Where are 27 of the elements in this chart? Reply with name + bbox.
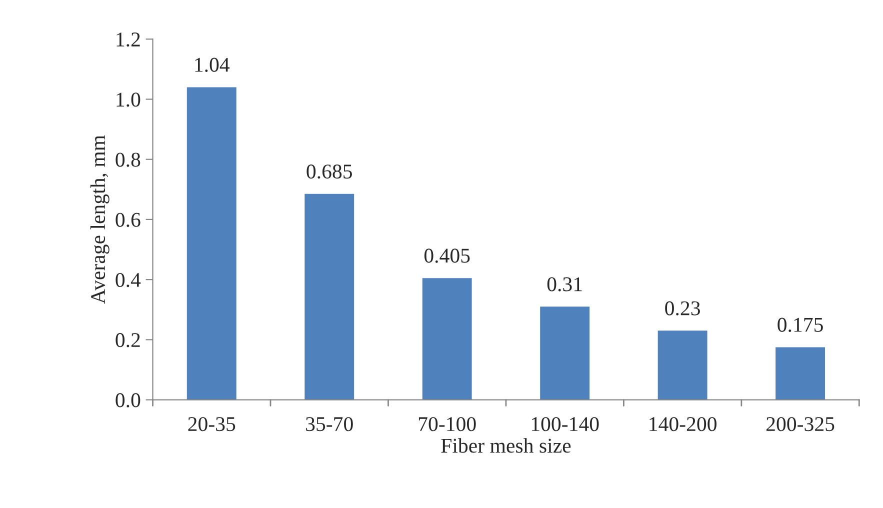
data-label: 0.23	[665, 301, 700, 316]
bar	[776, 347, 826, 400]
bar	[304, 194, 354, 400]
x-tick-label: 35-70	[306, 417, 353, 432]
x-tick-label: 100-140	[532, 417, 599, 432]
data-label: 0.175	[778, 318, 823, 332]
y-tick-label: 0.8	[116, 152, 140, 167]
data-label: 0.685	[306, 164, 352, 179]
x-tick-label: 70-100	[418, 417, 476, 432]
y-tick-label: 0.4	[116, 272, 141, 288]
bar	[540, 306, 590, 400]
y-tick-label: 1.0	[116, 92, 140, 107]
bar	[422, 278, 472, 400]
x-axis-title: Fiber mesh size	[441, 438, 571, 453]
y-axis-title: Average length, mm	[90, 135, 110, 304]
x-tick-label: 20-35	[188, 417, 236, 432]
y-tick-label: 0.2	[116, 333, 140, 348]
y-tick-label: 0.6	[116, 212, 140, 227]
y-tick-label: 1.2	[116, 32, 140, 47]
bar	[186, 87, 236, 400]
data-label: 1.04	[195, 58, 230, 72]
x-tick-label: 140-200	[650, 417, 716, 432]
x-tick-label: 200-325	[766, 417, 834, 432]
bar	[658, 330, 708, 400]
data-label: 0.405	[424, 248, 470, 263]
data-label: 0.31	[547, 277, 582, 292]
y-tick-label: 0.0	[116, 393, 140, 408]
